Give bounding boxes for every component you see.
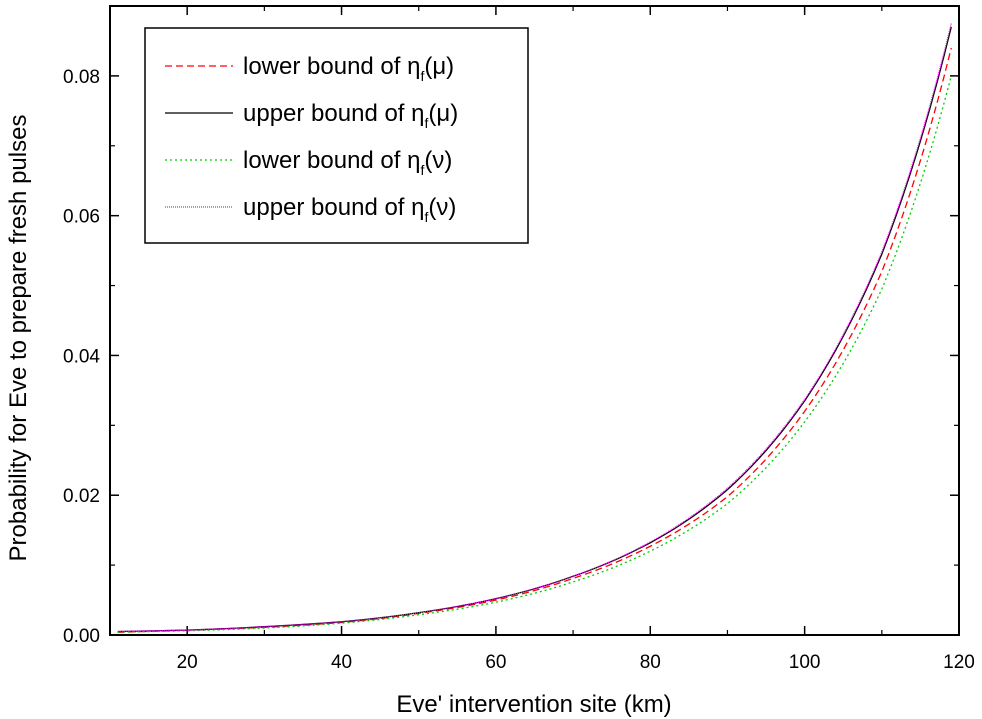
x-axis-title: Eve' intervention site (km) [396,691,671,718]
x-tick-label: 80 [640,652,661,673]
x-tick-label: 40 [331,652,352,673]
x-tick-label: 100 [789,652,821,673]
legend-box [144,27,529,244]
y-tick-label: 0.08 [63,67,100,88]
y-tick-label: 0.02 [63,486,100,507]
x-tick-label: 120 [943,652,975,673]
x-tick-label: 60 [485,652,506,673]
x-tick-label: 20 [177,652,198,673]
y-tick-label: 0.00 [63,626,100,647]
y-tick-label: 0.06 [63,207,100,228]
series-lines [117,23,952,633]
legend-label-1: lower bound of ηf(μ) [243,53,454,84]
y-axis-title: Probability for Eve to prepare fresh pul… [5,115,32,562]
legend: lower bound of ηf(μ) upper bound of ηf(μ)… [144,27,529,244]
y-tick-label: 0.04 [63,346,100,367]
axis-ticks: 20 40 60 80 100 120 0.00 0.02 0.04 0.06 0.08 [63,6,975,673]
legend-label-3: lower bound of ηf(ν) [243,147,452,178]
legend-label-4: upper bound of ηf(ν) [243,194,456,225]
legend-label-2: upper bound of ηf(μ) [243,100,458,131]
series-line-4 [117,23,952,633]
